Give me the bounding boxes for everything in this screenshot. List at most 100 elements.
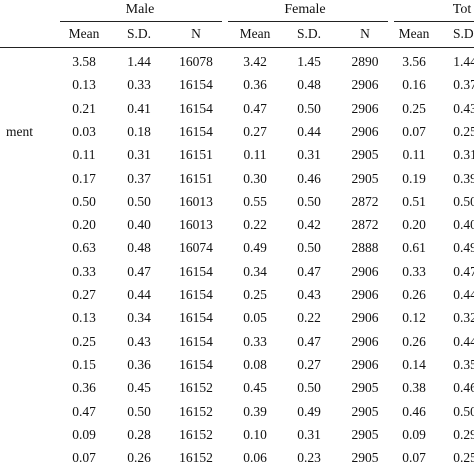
table-cell: 0.14 [402,356,426,372]
table-cell: 0.09 [402,426,426,442]
table-row: 0.50 0.50 16013 0.55 0.50 2872 0.51 0.50 [0,190,474,214]
table-cell: 0.28 [127,426,151,442]
subheader-cell: N [360,26,370,41]
table-cell: 0.11 [72,147,96,163]
table-row: 0.27 0.44 16154 0.25 0.43 2906 0.26 0.44 [0,283,474,307]
table-cell: 0.33 [402,263,426,279]
subheader-cell: Mean [68,26,100,41]
table-cell: 0.10 [243,426,267,442]
table-cell: 0.34 [243,263,267,279]
table-cell: 0.44 [297,123,321,139]
table-cell: 2905 [351,426,379,442]
table-cell: 0.27 [72,287,96,302]
table-cell: 0.61 [402,240,426,256]
table-cell: 0.46 [453,380,474,396]
table-cell: 2906 [351,77,379,93]
table-cell: 0.50 [297,193,321,209]
table-cell: 0.11 [243,147,267,163]
table-cell: 0.29 [453,426,474,442]
table-cell: 2906 [351,356,379,372]
table-cell: 0.48 [297,77,321,93]
table-cell: 0.44 [453,287,474,302]
table-row: 0.36 0.45 16152 0.45 0.50 2905 0.38 0.46 [0,376,474,400]
table-cell: 0.37 [453,77,474,93]
table-cell: 0.49 [297,403,321,419]
table-cell: 0.31 [453,147,474,163]
table-cell: 0.21 [72,100,96,116]
table-cell: 16152 [179,380,213,396]
table-cell: 16154 [179,356,213,372]
table-cell: 1.44 [127,54,151,69]
table-cell: 0.46 [297,170,321,186]
table-cell: 0.47 [297,333,321,349]
table-cell: 0.50 [453,193,474,209]
table-cell: 0.47 [127,263,151,279]
table-cell: 0.44 [127,287,151,302]
table-cell: 16078 [179,54,213,69]
table-cell: 2906 [351,263,379,279]
table-cell: 2906 [351,310,379,326]
table-row: 0.25 0.43 16154 0.33 0.47 2906 0.26 0.44 [0,330,474,354]
table-cell: 0.26 [127,450,151,466]
table-cell: 0.31 [297,147,321,163]
table-cell: 0.34 [127,310,151,326]
table-cell: 16154 [179,100,213,116]
table-cell: 0.20 [72,217,96,233]
table-cell: 0.25 [453,123,474,139]
table-cell: 16013 [179,193,213,209]
table-cell: 2906 [351,287,379,302]
female-underline [228,21,388,22]
table-row: 3.58 1.44 16078 3.42 1.45 2890 3.56 1.44 [0,50,474,74]
subheader-cell: Mean [398,26,430,41]
subheader-cell: S.D. [126,26,152,41]
table-cell: 0.40 [127,217,151,233]
table-cell: 0.49 [243,240,267,256]
group-header-total: Tot [452,2,472,17]
table-cell: 0.05 [243,310,267,326]
table-row: 0.17 0.37 16151 0.30 0.46 2905 0.19 0.39 [0,167,474,191]
table-cell: 0.26 [402,287,426,302]
table-cell: 0.33 [243,333,267,349]
table-row: 0.07 0.26 16152 0.06 0.23 2905 0.07 0.25 [0,446,474,470]
table-cell: 0.50 [297,240,321,256]
table-cell: 0.35 [453,356,474,372]
table-cell: 0.03 [72,123,96,139]
table-cell: 0.47 [243,100,267,116]
table-cell: 2872 [351,193,379,209]
table-cell: 1.44 [453,54,474,69]
table-cell: 0.31 [297,426,321,442]
table-cell: 0.13 [72,77,96,93]
table-cell: 0.41 [127,100,151,116]
table-cell: 0.40 [453,217,474,233]
table-cell: 0.50 [72,193,96,209]
table-cell: 3.42 [243,54,267,69]
table-cell: 0.26 [402,333,426,349]
group-header-female: Female [284,2,326,17]
table-cell: 0.43 [453,100,474,116]
table-cell: 16154 [179,263,213,279]
table-row: 0.20 0.40 16013 0.22 0.42 2872 0.20 0.40 [0,213,474,237]
male-underline [60,21,222,22]
table-cell: 16154 [179,310,213,326]
table-cell: 0.47 [453,263,474,279]
table-cell: 2905 [351,403,379,419]
table-cell: 0.25 [243,287,267,302]
table-cell: 3.56 [402,54,426,69]
table-cell: 2890 [351,54,379,69]
table-cell: 16154 [179,333,213,349]
table-cell: 0.43 [127,333,151,349]
table-cell: 2905 [351,380,379,396]
table-cell: 0.23 [297,450,321,466]
table-cell: 0.33 [127,77,151,93]
table-cell: 16152 [179,426,213,442]
table-row: 0.21 0.41 16154 0.47 0.50 2906 0.25 0.43 [0,97,474,121]
row-label: ment [6,123,33,139]
table-cell: 0.42 [297,217,321,233]
subheader-cell: S.D. [296,26,322,41]
table-cell: 0.31 [127,147,151,163]
table-cell: 0.47 [72,403,96,419]
table-cell: 2905 [351,170,379,186]
table-row: 0.15 0.36 16154 0.08 0.27 2906 0.14 0.35 [0,353,474,377]
subheader-cell: N [191,26,201,41]
header-bottom-rule [0,47,474,48]
